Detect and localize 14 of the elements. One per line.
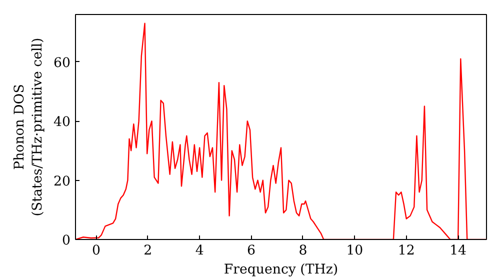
x-tick-label: 4 — [195, 244, 204, 258]
x-tick-label: 8 — [298, 244, 308, 258]
x-tick-label: 2 — [144, 244, 152, 258]
x-tick-label: 10 — [346, 244, 364, 258]
x-tick-label: 12 — [398, 244, 415, 258]
y-axis-title: Phonon DOS (States/THz·primitive cell) — [12, 38, 46, 216]
x-tick-label: 6 — [247, 244, 256, 258]
y-tick-label: 20 — [54, 174, 71, 190]
x-axis-title: Frequency (THz) — [224, 262, 338, 278]
y-tick-label: 0 — [62, 234, 71, 248]
x-tick-label: 14 — [450, 244, 467, 258]
y-tick-label: 60 — [54, 56, 71, 71]
x-tick-label: 0 — [92, 244, 100, 258]
y-tick-label: 40 — [54, 115, 71, 130]
